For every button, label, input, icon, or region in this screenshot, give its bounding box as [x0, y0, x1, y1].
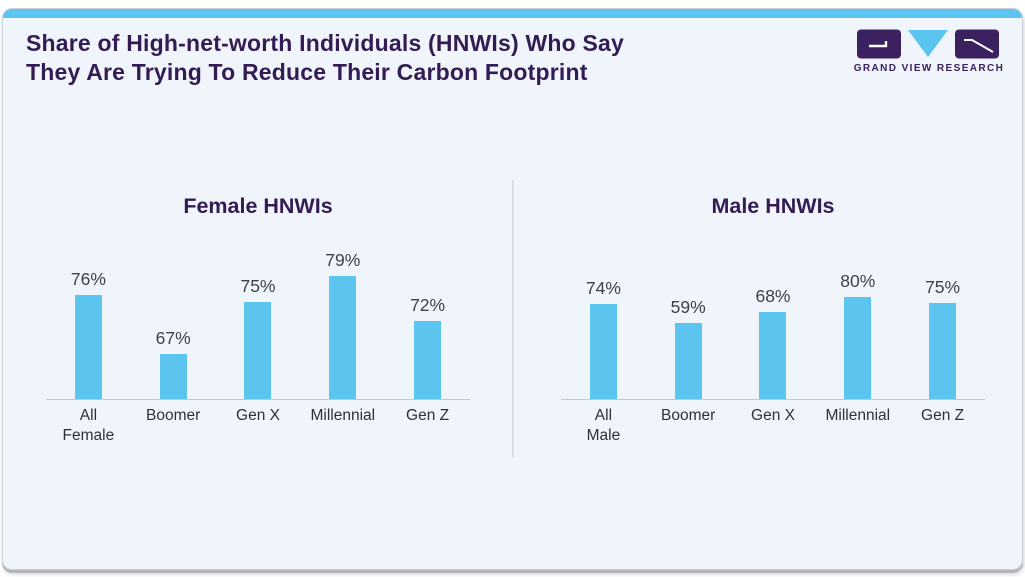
chart-title: Female HNWIs	[183, 194, 333, 218]
category-label: All Male	[586, 407, 621, 444]
category-label: Gen X	[236, 407, 280, 424]
bar-value-label: 59%	[670, 297, 706, 318]
page-title-line-2: They Are Trying To Reduce Their Carbon F…	[26, 59, 588, 85]
logo-g-glyph	[869, 41, 888, 48]
top-accent-bar	[3, 9, 1022, 18]
panel-divider	[512, 180, 514, 458]
bar-column: 75%	[216, 218, 301, 399]
category-row: All Female Boomer Gen X Millennial Gen Z	[46, 400, 470, 446]
bar-column: 72%	[385, 218, 470, 399]
category-label: Boomer	[146, 407, 201, 424]
logo-g-block	[857, 29, 901, 59]
bar	[159, 353, 187, 399]
bar-value-label: 75%	[240, 275, 276, 296]
bar-column: 79%	[300, 218, 385, 399]
chart-panel-male: Male HNWIs 74% 59% 68% 80% 75% All Male Boome…	[561, 194, 985, 446]
bar	[589, 304, 617, 399]
bar-value-label: 79%	[325, 249, 361, 270]
bar-column: 59%	[646, 218, 731, 399]
bar	[929, 303, 957, 399]
bar	[759, 311, 787, 399]
logo-r-glyph	[964, 39, 994, 53]
category-label: Millennial	[310, 407, 376, 424]
bar-column: 75%	[900, 218, 985, 399]
bar-value-label: 75%	[925, 277, 961, 297]
bar	[244, 301, 272, 399]
logo-v-triangle	[908, 30, 948, 57]
bar	[74, 295, 102, 399]
bar-column: 76%	[46, 218, 131, 399]
logo-caption: GRAND VIEW RESEARCH	[853, 63, 1005, 74]
bar	[414, 321, 442, 399]
bar-value-label: 76%	[70, 269, 106, 289]
bar-column: 67%	[131, 218, 216, 399]
bar	[329, 275, 357, 399]
page-title-line-1: Share of High-net-worth Individuals (HNW…	[26, 30, 624, 56]
bar-column: 80%	[815, 218, 900, 399]
gvr-logo-icon	[857, 29, 999, 59]
category-label: Gen X	[751, 407, 795, 424]
chart-title: Male HNWIs	[711, 194, 835, 218]
category-label: Gen Z	[921, 407, 965, 424]
gvr-logo: GRAND VIEW RESEARCH	[853, 29, 1005, 74]
bar-column: 74%	[561, 218, 646, 399]
bar	[674, 323, 702, 399]
chart-panel-female: Female HNWIs 76% 67% 75% 79% 72% All Female B…	[46, 194, 470, 446]
page-title: Share of High-net-worth Individuals (HNW…	[26, 29, 624, 87]
bar-value-label: 74%	[585, 278, 621, 299]
bar-value-label: 80%	[840, 270, 876, 291]
category-label: Boomer	[661, 407, 716, 424]
infographic-card: Share of High-net-worth Individuals (HNW…	[2, 8, 1023, 570]
bars-area: 74% 59% 68% 80% 75%	[561, 218, 985, 400]
bars-area: 76% 67% 75% 79% 72%	[46, 218, 470, 400]
bar-value-label: 67%	[155, 327, 191, 348]
category-label: Millennial	[825, 407, 891, 424]
bar	[844, 296, 872, 399]
bar-value-label: 72%	[410, 295, 446, 315]
category-row: All Male Boomer Gen X Millennial Gen Z	[561, 400, 985, 446]
bar-value-label: 68%	[755, 285, 791, 306]
category-label: All Female	[62, 407, 115, 444]
bar-column: 68%	[731, 218, 816, 399]
category-label: Gen Z	[406, 407, 450, 424]
